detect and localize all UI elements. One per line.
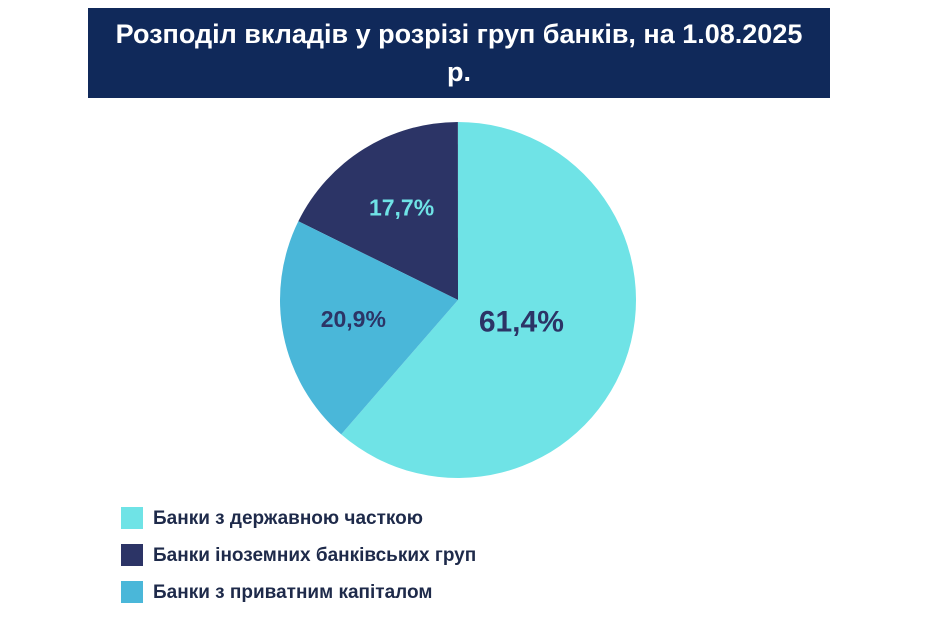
slice-label: 61,4% — [479, 306, 564, 339]
pie-slice — [341, 122, 636, 479]
legend-label: Банки з державною часткою — [153, 508, 423, 529]
slice-label: 17,7% — [369, 194, 434, 220]
slice-label: 20,9% — [321, 306, 386, 332]
legend-label: Банки іноземних банківських груп — [153, 545, 476, 566]
pie-slice — [280, 221, 458, 435]
legend-swatch — [121, 544, 143, 566]
header: Розподіл вкладів у розрізі груп банків, … — [88, 8, 830, 98]
pie-slice — [298, 122, 458, 300]
chart-title: Розподіл вкладів у розрізі груп банків, … — [115, 19, 803, 87]
legend-label: Банки з приватним капіталом — [153, 582, 432, 603]
legend-swatch — [121, 581, 143, 603]
legend-swatch — [121, 507, 143, 529]
